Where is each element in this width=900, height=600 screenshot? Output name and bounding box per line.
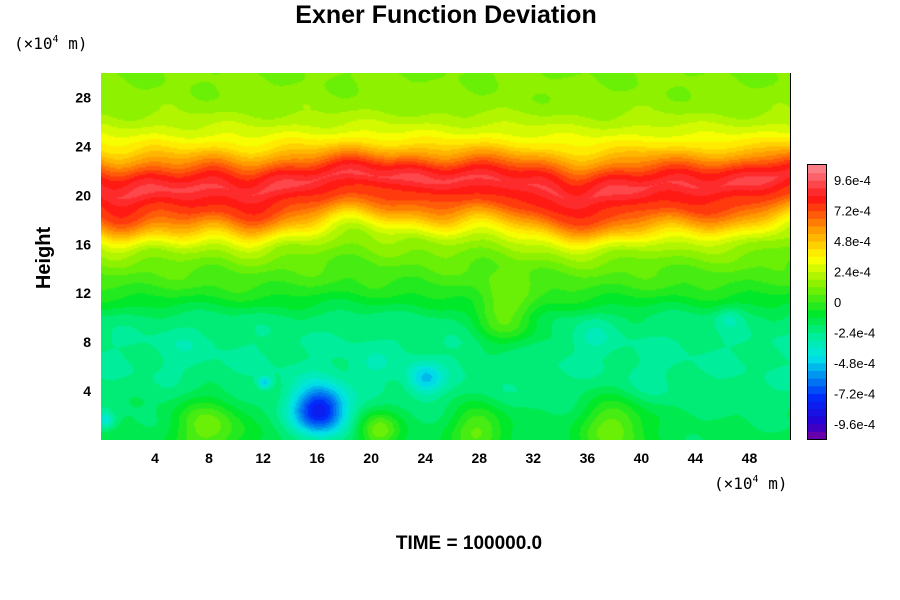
chart-title: Exner Function Deviation (295, 1, 596, 29)
y-tick-label: 8 (83, 334, 91, 350)
colorbar-band (808, 393, 826, 402)
colorbar-band (808, 332, 826, 341)
colorbar-band (808, 241, 826, 250)
colorbar-tick-label: -2.4e-4 (834, 325, 875, 340)
colorbar-band (808, 431, 826, 440)
y-tick-label: 4 (83, 383, 91, 399)
colorbar-band (808, 286, 826, 295)
x-tick-label: 32 (526, 450, 542, 466)
colorbar-band (808, 165, 826, 174)
x-tick-label: 4 (151, 450, 159, 466)
colorbar-band (808, 180, 826, 189)
colorbar-band (808, 408, 826, 417)
colorbar-tick-label: 4.8e-4 (834, 234, 871, 249)
colorbar-band (808, 279, 826, 288)
y-tick-label: 24 (75, 138, 91, 154)
y-unit-suffix: m) (59, 34, 88, 53)
colorbar-band (808, 362, 826, 371)
colorbar-band (808, 400, 826, 410)
y-unit-exponent: 4 (53, 34, 59, 45)
colorbar-band (808, 203, 826, 212)
colorbar-tick-label: 9.6e-4 (834, 173, 871, 188)
x-tick-label: 12 (255, 450, 271, 466)
heatmap-plot-area (101, 73, 791, 440)
x-unit-suffix: m) (759, 474, 788, 493)
colorbar-band (808, 187, 826, 196)
colorbar-band (808, 416, 826, 425)
exner-field-image (101, 73, 790, 440)
x-tick-label: 44 (688, 450, 704, 466)
x-tick-label: 16 (309, 450, 325, 466)
colorbar-band (808, 347, 826, 356)
colorbar-band (808, 225, 826, 234)
x-axis-ticks: 4 8 12 16 20 24 28 32 36 40 44 48 (151, 450, 757, 466)
colorbar-tick-label: -9.6e-4 (834, 417, 875, 432)
colorbar-bands (808, 165, 826, 440)
x-tick-label: 20 (363, 450, 379, 466)
x-tick-label: 40 (634, 450, 650, 466)
colorbar-band (808, 309, 826, 318)
time-label: TIME = 100000.0 (396, 533, 542, 554)
colorbar-ticks: 9.6e-4 7.2e-4 4.8e-4 2.4e-4 0 -2.4e-4 -4.8e-4 -… (834, 173, 875, 432)
colorbar-band (808, 248, 826, 257)
y-axis-ticks: 4 8 12 16 20 24 28 (75, 89, 91, 399)
colorbar-band (808, 355, 826, 364)
colorbar-band (808, 256, 826, 265)
y-tick-label: 28 (75, 89, 91, 105)
x-unit-prefix: (×10 (714, 474, 753, 493)
x-unit-exponent: 4 (753, 474, 759, 485)
colorbar-band (808, 172, 826, 181)
colorbar-band (808, 294, 826, 303)
x-tick-label: 28 (471, 450, 487, 466)
x-axis-unit: (×104 m) (714, 474, 787, 493)
colorbar-band (808, 195, 826, 204)
y-unit-prefix: (×10 (14, 34, 53, 53)
colorbar-band (808, 263, 826, 273)
y-tick-label: 20 (75, 187, 91, 203)
colorbar-band (808, 210, 826, 219)
y-axis-unit: (×104 m) (14, 34, 87, 53)
colorbar-band (808, 271, 826, 280)
colorbar: 9.6e-4 7.2e-4 4.8e-4 2.4e-4 0 -2.4e-4 -4.8e-4 -… (807, 164, 875, 440)
x-tick-label: 24 (417, 450, 433, 466)
colorbar-tick-label: 7.2e-4 (834, 204, 871, 219)
x-tick-label: 48 (742, 450, 758, 466)
colorbar-band (808, 340, 826, 349)
colorbar-band (808, 302, 826, 311)
x-tick-label: 8 (205, 450, 213, 466)
colorbar-band (808, 370, 826, 379)
colorbar-band (808, 423, 826, 432)
colorbar-band (808, 385, 826, 394)
colorbar-border (807, 164, 827, 440)
colorbar-tick-label: -4.8e-4 (834, 356, 875, 371)
colorbar-band (808, 317, 826, 326)
colorbar-band (808, 233, 826, 242)
colorbar-tick-label: 0 (834, 295, 841, 310)
y-tick-label: 12 (75, 285, 91, 301)
y-axis-label: Height (33, 227, 55, 290)
colorbar-band (808, 218, 826, 227)
colorbar-band (808, 378, 826, 387)
x-tick-label: 36 (580, 450, 596, 466)
colorbar-tick-label: -7.2e-4 (834, 386, 875, 401)
colorbar-band (808, 324, 826, 333)
y-tick-label: 16 (75, 236, 91, 252)
colorbar-tick-label: 2.4e-4 (834, 265, 871, 280)
